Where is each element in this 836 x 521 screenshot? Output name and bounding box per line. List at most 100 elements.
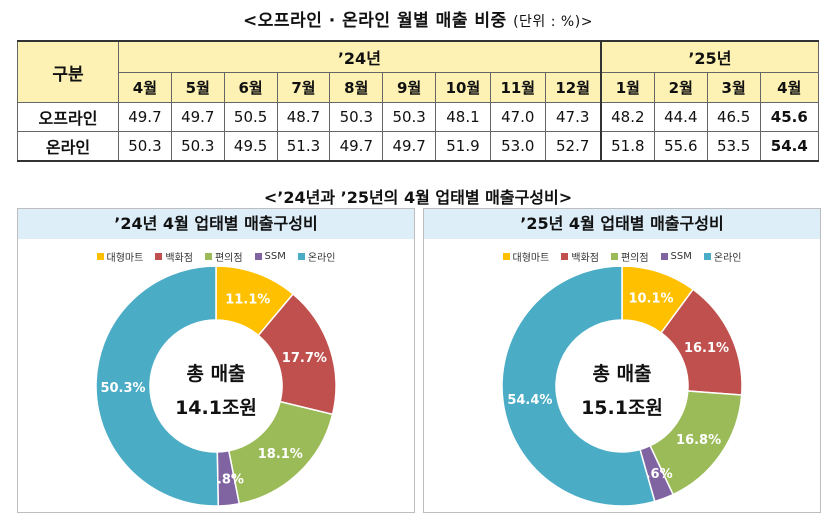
table-cell: 49.5	[223, 131, 278, 162]
legend-swatch	[297, 253, 305, 260]
slice-label: 16.8%	[676, 433, 721, 448]
table-cell: 52.7	[544, 131, 602, 162]
table-cell: 53.0	[489, 131, 546, 162]
slice-label: 11.1%	[225, 293, 270, 308]
table-cell: 51.3	[276, 131, 331, 162]
table-cell: 49.7	[170, 102, 225, 132]
legend-item: 백화점	[561, 249, 599, 264]
center-label-title: 총 매출	[186, 363, 245, 385]
legend-label: 편의점	[620, 253, 649, 264]
table-cell: 49.7	[382, 131, 437, 162]
table-cell: 47.0	[489, 102, 546, 132]
month-header: 8월	[329, 72, 384, 103]
table-cell: 46.5	[706, 102, 761, 132]
legend-item: 온라인	[297, 249, 336, 264]
table-cell: 51.9	[435, 131, 491, 162]
month-header: 7월	[276, 72, 331, 103]
slice-label: 16.1%	[684, 341, 729, 356]
row-label: 오프라인	[17, 102, 119, 132]
table-cell: 50.5	[223, 102, 278, 132]
table-title: <오프라인 · 온라인 월별 매출 비중 (단위 : %)>	[0, 6, 836, 31]
table-cell: 50.3	[382, 102, 437, 132]
legend-2025: 대형마트 백화점 편의점 SSM 온라인	[424, 249, 820, 264]
table-cell: 50.3	[329, 102, 384, 132]
month-header: 11월	[489, 72, 546, 103]
legend-swatch	[204, 253, 212, 260]
slice-label: 54.4%	[507, 393, 552, 408]
year-label-24: ’24년	[117, 40, 602, 73]
table-cell: 48.7	[276, 102, 331, 132]
legend-swatch	[561, 253, 569, 260]
slice-label: 18.1%	[258, 447, 303, 462]
donut-slice	[501, 267, 656, 507]
legend-item: 편의점	[204, 249, 243, 264]
table-cell: 44.4	[653, 102, 708, 132]
legend-swatch	[703, 253, 711, 260]
center-label-title: 총 매출	[592, 363, 651, 385]
table-cell: 51.8	[599, 131, 655, 162]
legend-item: 백화점	[155, 249, 193, 264]
table-cell: 50.3	[118, 131, 172, 162]
legend-item: SSM	[254, 249, 286, 264]
legend-swatch	[502, 253, 510, 260]
monthly-share-table: 구분 ’24년 ’25년 4월 5월 6월 7월 8월 9월 10월 11월 12월 1월 2월 3월…	[17, 40, 820, 162]
row-label: 온라인	[17, 131, 119, 162]
chart-title-2024: ’24년 4월 업태별 매출구성비	[18, 209, 414, 239]
section-title: <’24년과 ’25년의 4월 업태별 매출구성비>	[263, 188, 573, 207]
table-cell: 48.1	[435, 102, 491, 132]
legend-item: 편의점	[610, 249, 649, 264]
table-cell: 55.6	[653, 131, 708, 162]
table-cell: 49.7	[329, 131, 384, 162]
month-header: 2월	[653, 72, 708, 103]
table-cell: 50.3	[170, 131, 225, 162]
corner-label: 구분	[17, 40, 119, 103]
legend-item: 대형마트	[502, 249, 550, 264]
legend-label: 온라인	[307, 253, 336, 264]
table-cell: 53.5	[706, 131, 761, 162]
table-cell: 45.6	[759, 102, 820, 132]
table-cell: 49.7	[118, 102, 172, 132]
legend-item: SSM	[660, 249, 692, 264]
table-unit: (단위 : %)>	[513, 14, 593, 30]
legend-label: SSM	[264, 251, 286, 262]
legend-label: 온라인	[713, 253, 742, 264]
legend-label: 백화점	[571, 253, 599, 264]
legend-label: 백화점	[165, 253, 193, 264]
chart-panel-2025: ’25년 4월 업태별 매출구성비 대형마트 백화점 편의점 SSM 온라인 10.1%…	[423, 208, 821, 513]
legend-swatch	[96, 253, 104, 260]
legend-swatch	[155, 253, 163, 260]
month-header: 5월	[170, 72, 225, 103]
month-header: 4월	[759, 72, 820, 103]
chart-title-2025: ’25년 4월 업태별 매출구성비	[424, 209, 820, 239]
table-row: 오프라인 49.7 49.7 50.5 48.7 50.3 50.3 48.1 47.0 47.3…	[17, 102, 820, 132]
center-label-total: 15.1조원	[581, 397, 663, 419]
month-header: 4월	[118, 72, 172, 103]
table-title-text: <오프라인 · 온라인 월별 매출 비중	[243, 11, 507, 31]
slice-label: 10.1%	[628, 292, 673, 307]
slice-label: 17.7%	[282, 351, 327, 366]
legend-swatch	[660, 253, 668, 260]
month-header: 1월	[599, 72, 655, 103]
year-label-25: ’25년	[599, 40, 819, 73]
legend-item: 온라인	[703, 249, 742, 264]
legend-2024: 대형마트 백화점 편의점 SSM 온라인	[18, 249, 414, 264]
donut-slice	[95, 267, 220, 507]
chart-panel-2024: ’24년 4월 업태별 매출구성비 대형마트 백화점 편의점 SSM 온라인 11.1%…	[17, 208, 415, 513]
center-label-total: 14.1조원	[175, 397, 257, 419]
slice-label: 50.3%	[100, 381, 145, 396]
month-header: 3월	[706, 72, 761, 103]
table-cell: 48.2	[599, 102, 655, 132]
legend-item: 대형마트	[96, 249, 144, 264]
legend-label: 대형마트	[106, 253, 144, 264]
month-header: 12월	[544, 72, 602, 103]
month-header: 6월	[223, 72, 278, 103]
month-header: 9월	[382, 72, 437, 103]
table-row: 온라인 50.3 50.3 49.5 51.3 49.7 49.7 51.9 53.0 52.7 5…	[17, 131, 820, 162]
table-cell: 54.4	[759, 131, 820, 162]
legend-swatch	[254, 253, 262, 260]
legend-label: 대형마트	[512, 253, 550, 264]
legend-swatch	[610, 253, 618, 260]
legend-label: 편의점	[214, 253, 243, 264]
